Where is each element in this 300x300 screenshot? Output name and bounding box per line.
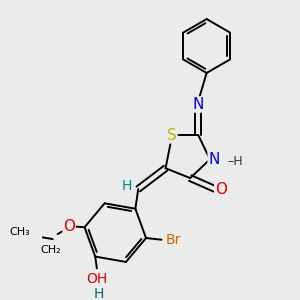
Text: N: N: [193, 97, 204, 112]
Text: H: H: [93, 287, 104, 300]
Text: H: H: [122, 178, 132, 193]
Text: CH₂: CH₂: [41, 245, 62, 255]
Text: O: O: [215, 182, 227, 197]
Text: Br: Br: [166, 233, 181, 247]
Text: CH₃: CH₃: [9, 227, 30, 238]
Text: N: N: [208, 152, 220, 167]
Text: OH: OH: [86, 272, 107, 286]
Text: O: O: [63, 219, 75, 234]
Text: –H: –H: [227, 155, 243, 169]
Text: S: S: [167, 128, 177, 143]
